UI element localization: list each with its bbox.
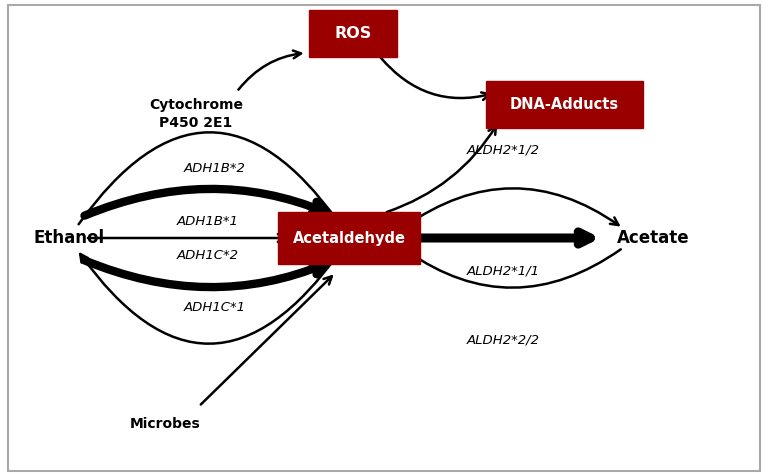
Text: ADH1B*1: ADH1B*1 [177,215,238,228]
Text: Cytochrome
P450 2E1: Cytochrome P450 2E1 [149,98,243,130]
Text: ROS: ROS [335,26,372,41]
Text: DNA-Adducts: DNA-Adducts [510,97,619,112]
Text: Microbes: Microbes [130,416,200,431]
Text: Ethanol: Ethanol [34,229,104,247]
Text: ADH1B*2: ADH1B*2 [184,162,246,176]
FancyBboxPatch shape [309,10,398,57]
FancyBboxPatch shape [485,81,643,128]
Text: ADH1C*2: ADH1C*2 [177,249,238,262]
FancyBboxPatch shape [278,212,421,264]
Text: ADH1C*1: ADH1C*1 [184,300,246,314]
Text: Acetaldehyde: Acetaldehyde [293,230,406,246]
Text: ALDH2*1/1: ALDH2*1/1 [466,265,540,278]
Text: ALDH2*1/2: ALDH2*1/2 [466,143,540,157]
Text: ALDH2*2/2: ALDH2*2/2 [466,334,540,347]
Text: Acetate: Acetate [617,229,689,247]
